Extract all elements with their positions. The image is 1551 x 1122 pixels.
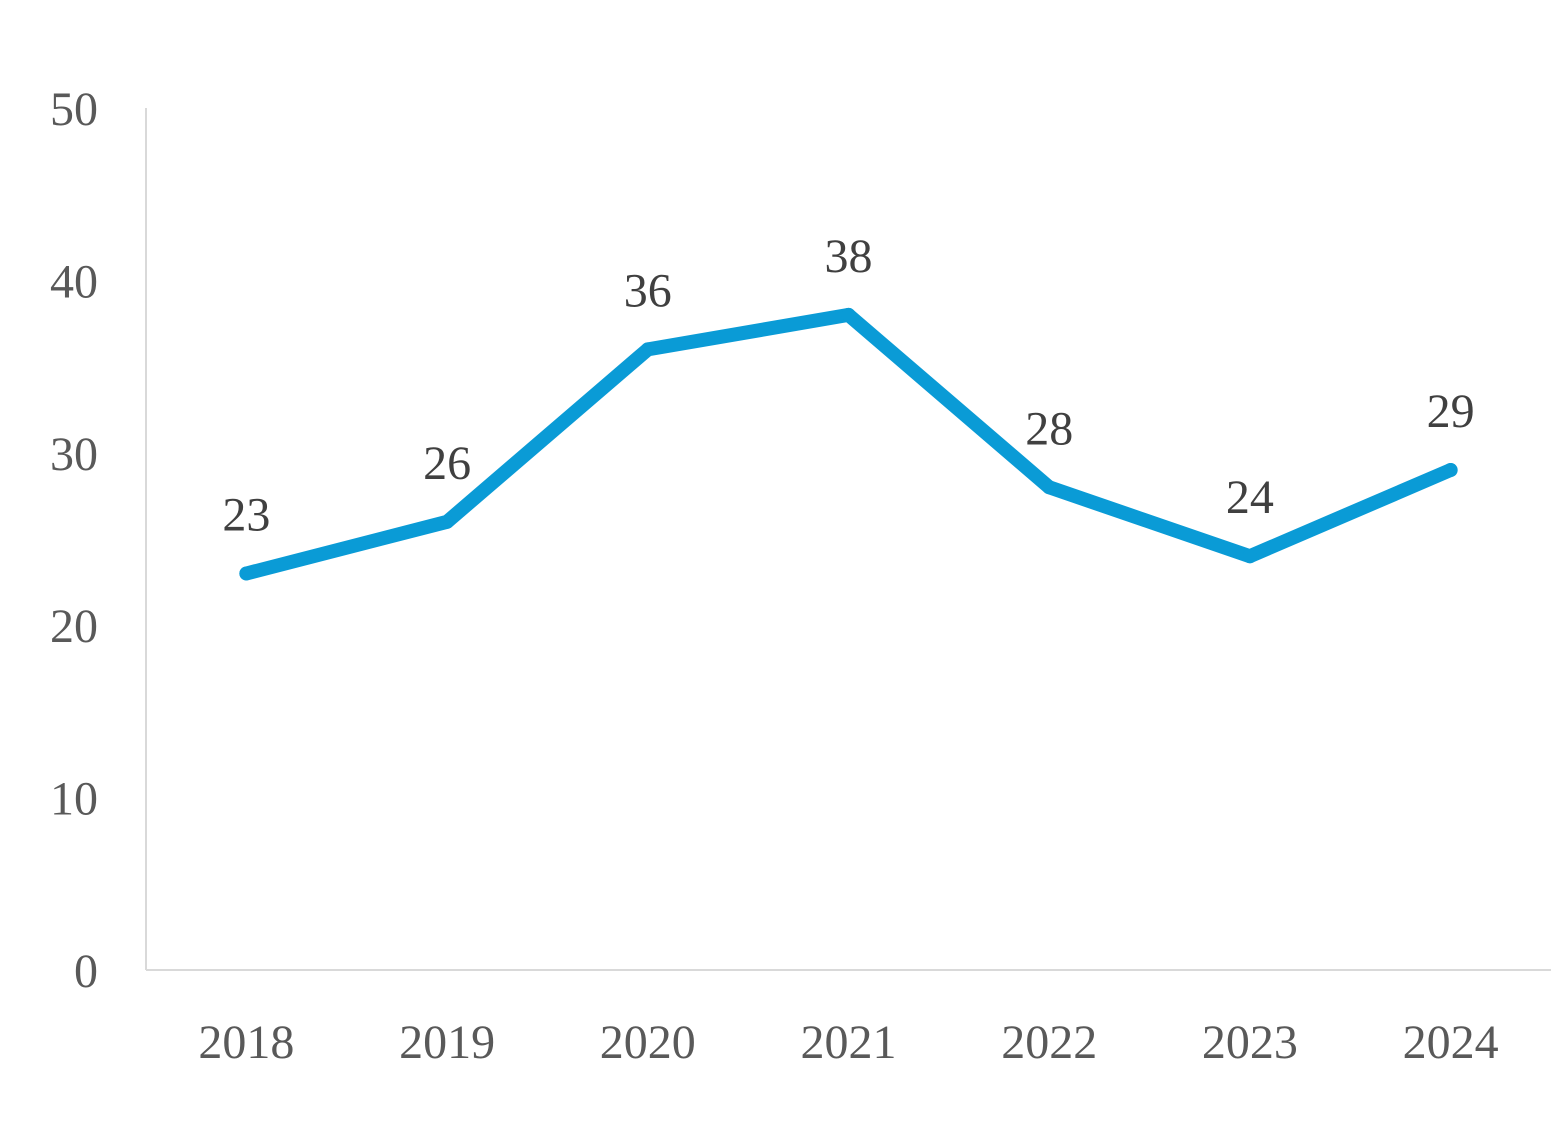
x-tick-label: 2022 bbox=[1001, 1016, 1097, 1069]
y-tick-label: 20 bbox=[50, 600, 98, 653]
data-point bbox=[640, 342, 655, 357]
x-tick-label: 2024 bbox=[1403, 1016, 1499, 1069]
y-tick-label: 50 bbox=[50, 83, 98, 136]
data-point bbox=[239, 566, 254, 581]
y-tick-label: 0 bbox=[74, 945, 98, 998]
y-tick-label: 30 bbox=[50, 428, 98, 481]
data-point bbox=[1443, 463, 1458, 478]
data-point bbox=[1242, 549, 1257, 564]
data-point bbox=[841, 307, 856, 322]
y-tick-label: 10 bbox=[50, 773, 98, 826]
x-tick-label: 2021 bbox=[801, 1016, 897, 1069]
series-group bbox=[239, 307, 1458, 581]
y-axis: 0 10 20 30 40 50 bbox=[50, 83, 147, 998]
data-label: 24 bbox=[1226, 471, 1274, 524]
data-label: 28 bbox=[1025, 402, 1073, 455]
data-label: 36 bbox=[624, 264, 672, 317]
data-label: 23 bbox=[222, 488, 270, 541]
data-label: 29 bbox=[1427, 385, 1475, 438]
data-labels: 23 26 36 38 28 24 29 bbox=[222, 230, 1474, 542]
y-tick-label: 40 bbox=[50, 255, 98, 308]
data-label: 38 bbox=[825, 230, 873, 283]
x-tick-label: 2018 bbox=[198, 1016, 294, 1069]
data-point bbox=[440, 514, 455, 529]
x-tick-label: 2023 bbox=[1202, 1016, 1298, 1069]
x-axis: 2018 2019 2020 2021 2022 2023 2024 bbox=[146, 969, 1551, 1069]
data-point bbox=[1042, 480, 1057, 495]
x-tick-label: 2020 bbox=[600, 1016, 696, 1069]
data-label: 26 bbox=[423, 437, 471, 490]
x-tick-label: 2019 bbox=[399, 1016, 495, 1069]
